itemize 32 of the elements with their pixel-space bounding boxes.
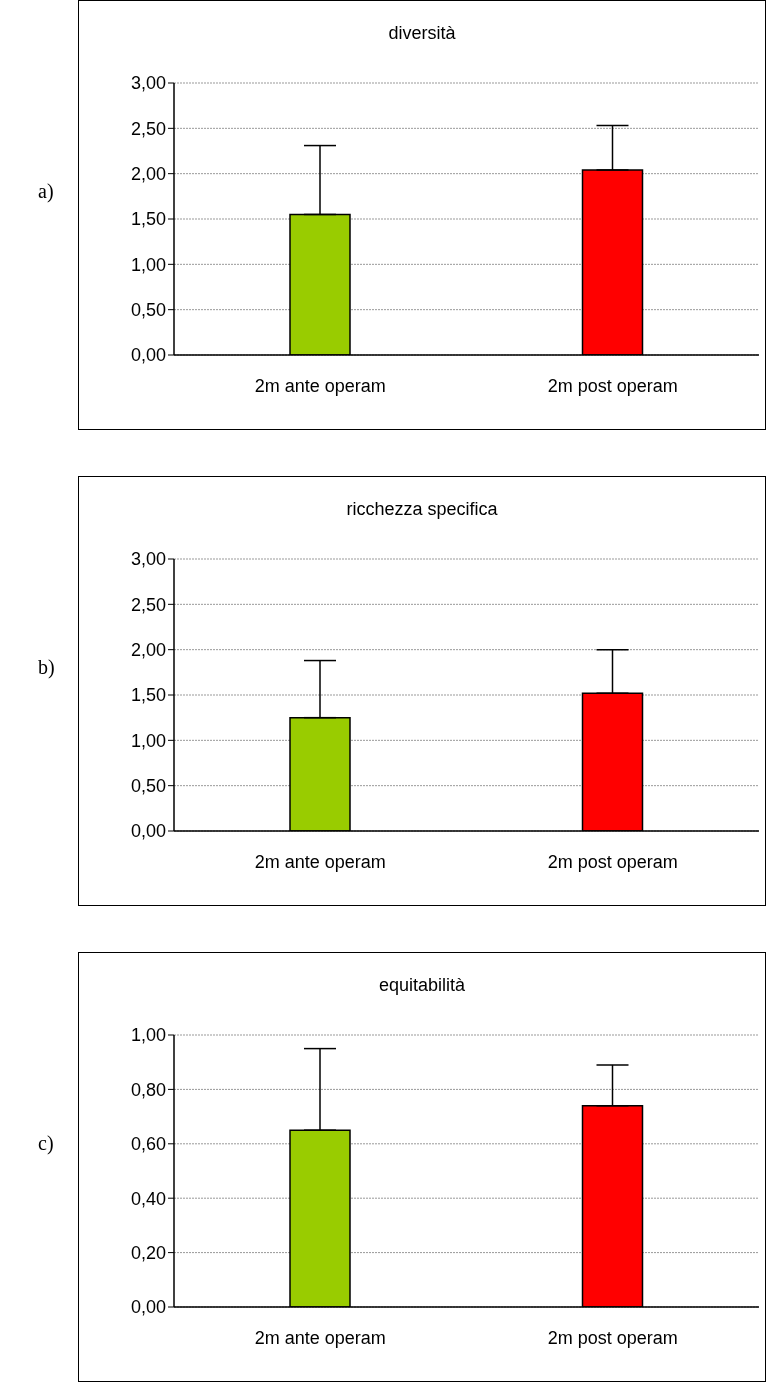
text: b) (38, 656, 55, 679)
x-tick-label: 2m post operam (547, 1327, 678, 1348)
x-tick-label: 2m ante operam (254, 851, 386, 872)
y-tick-label: 0,50 (130, 776, 166, 797)
y-tick-label: 2,50 (130, 118, 166, 139)
y-tick-label: 0,20 (130, 1242, 166, 1263)
x-tick-label: 2m post operam (547, 375, 678, 396)
y-tick-label: 1,00 (130, 254, 166, 275)
y-tick-label: 0,50 (130, 300, 166, 321)
chart-title: equitabilità (377, 975, 467, 996)
x-tick-label: 2m post operam (547, 851, 678, 872)
y-tick-label: 2,50 (130, 594, 166, 615)
x-tick-label: 2m ante operam (254, 1327, 386, 1348)
y-tick-label: 0,00 (130, 1297, 166, 1318)
y-tick-label: 0,80 (130, 1079, 166, 1100)
y-tick-label: 2,00 (130, 164, 166, 185)
y-tick-label: 0,40 (130, 1188, 166, 1209)
y-tick-label: 1,00 (130, 730, 166, 751)
y-tick-label: 1,50 (130, 685, 166, 706)
y-tick-label: 3,00 (130, 549, 166, 570)
chart-title: diversità (387, 23, 457, 44)
y-tick-label: 0,00 (130, 345, 166, 366)
x-tick-label: 2m ante operam (254, 375, 386, 396)
y-tick-label: 3,00 (130, 73, 166, 94)
y-tick-label: 0,60 (130, 1134, 166, 1155)
chart-title: ricchezza specifica (345, 499, 499, 520)
text: a) (38, 180, 54, 203)
y-tick-label: 1,50 (130, 209, 166, 230)
text: c) (38, 1132, 54, 1155)
y-tick-label: 1,00 (130, 1025, 166, 1046)
y-tick-label: 2,00 (130, 640, 166, 661)
y-tick-label: 0,00 (130, 821, 166, 842)
